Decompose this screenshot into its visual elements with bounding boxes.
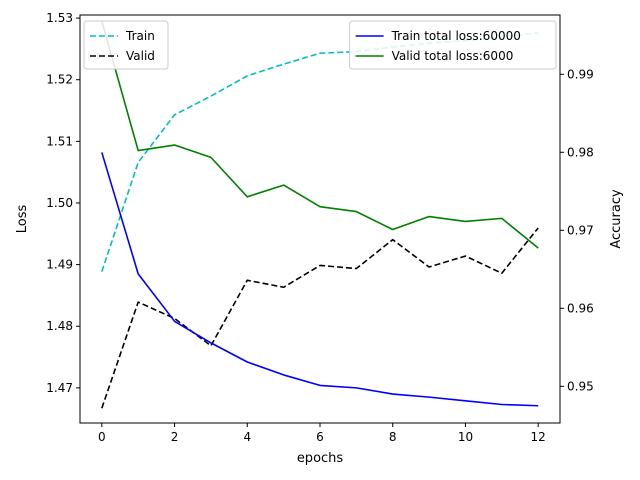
series-line-train-total-loss-60000 xyxy=(101,152,539,407)
x-tick-label: 2 xyxy=(171,430,179,444)
y-left-tick-label: 1.53 xyxy=(46,11,73,25)
x-tick-label: 10 xyxy=(458,430,473,444)
y-right-tick-label: 0.97 xyxy=(567,223,594,237)
x-tick-label: 0 xyxy=(98,430,106,444)
series-line-valid xyxy=(101,227,539,409)
plot-background xyxy=(80,15,560,423)
legend-label: Valid total loss:6000 xyxy=(392,49,514,63)
y-right-tick-label: 0.99 xyxy=(567,67,594,81)
x-axis: 0 2 4 6 8 10 12 xyxy=(98,423,546,444)
y-right-tick-label: 0.98 xyxy=(567,145,594,159)
y-right-tick-label: 0.95 xyxy=(567,379,594,393)
series-line-valid-total-loss-6000 xyxy=(101,20,539,249)
x-tick-label: 8 xyxy=(389,430,397,444)
y-left-tick-label: 1.51 xyxy=(46,134,73,148)
y-left-tick-label: 1.50 xyxy=(46,196,73,210)
y-left-tick-label: 1.47 xyxy=(46,381,73,395)
y-axis-right-label: Accuracy xyxy=(609,189,624,249)
x-tick-label: 4 xyxy=(243,430,251,444)
legend-box xyxy=(349,20,557,70)
x-tick-label: 6 xyxy=(316,430,324,444)
x-axis-label: epochs xyxy=(297,451,344,466)
y-left-tick-label: 1.48 xyxy=(46,319,73,333)
y-axis-left-label: Loss xyxy=(15,205,30,234)
legend-label: Train total loss:60000 xyxy=(391,29,521,43)
x-tick-label: 12 xyxy=(531,430,546,444)
y-axis-right: 0.95 0.96 0.97 0.98 0.99 xyxy=(560,67,594,393)
y-axis-left: 1.47 1.48 1.49 1.50 1.51 1.52 1.53 xyxy=(46,11,80,395)
y-left-tick-label: 1.52 xyxy=(46,73,73,87)
y-right-tick-label: 0.96 xyxy=(567,301,594,315)
legend-label: Valid xyxy=(126,49,155,63)
legend-left: Train Valid xyxy=(83,20,169,70)
y-left-tick-label: 1.49 xyxy=(46,258,73,272)
legend-right: Train total loss:60000 Valid total loss:6… xyxy=(349,20,557,70)
legend-box xyxy=(83,20,169,70)
legend-label: Train xyxy=(125,29,155,43)
